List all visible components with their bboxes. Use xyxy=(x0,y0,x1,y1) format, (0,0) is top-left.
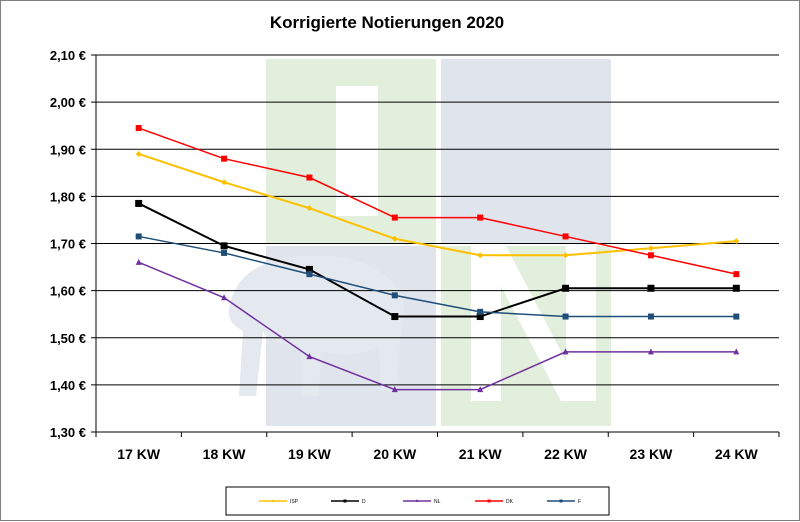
legend-item: ISP xyxy=(259,499,299,505)
legend-marker xyxy=(271,499,275,503)
data-point xyxy=(647,284,655,292)
data-point xyxy=(733,271,740,278)
x-tick-label: 18 KW xyxy=(203,446,247,462)
data-point xyxy=(135,233,142,240)
x-tick-label: 24 KW xyxy=(715,446,759,462)
legend-marker xyxy=(343,499,347,503)
y-tick-label: 1,60 € xyxy=(50,284,86,299)
data-point xyxy=(306,353,313,360)
data-point xyxy=(391,313,399,321)
data-point xyxy=(221,179,228,186)
data-point xyxy=(477,214,484,221)
legend-item: DK xyxy=(475,499,514,505)
x-tick-label: 19 KW xyxy=(288,446,332,462)
y-axis-ticks: 1,30 € 1,40 € 1,50 € 1,60 € 1,70 € 1,80 € 1,90… xyxy=(50,48,96,440)
data-point xyxy=(221,249,228,256)
legend-label: F xyxy=(578,499,581,505)
data-point xyxy=(647,245,654,252)
y-tick-label: 1,70 € xyxy=(50,237,86,252)
series-dk xyxy=(135,125,740,278)
data-point xyxy=(135,150,142,157)
x-tick-label: 23 KW xyxy=(630,446,674,462)
series-line xyxy=(138,261,737,391)
data-point xyxy=(477,252,484,259)
y-tick-label: 1,40 € xyxy=(50,378,86,393)
series-isp xyxy=(135,150,740,259)
data-point xyxy=(135,125,142,132)
data-point xyxy=(391,292,398,299)
data-point xyxy=(305,265,313,273)
series-line xyxy=(138,127,737,275)
legend-item: NL xyxy=(403,499,441,505)
data-point xyxy=(562,233,569,240)
legend-label: DK xyxy=(506,499,514,505)
legend-label: D xyxy=(362,499,366,505)
y-tick-label: 2,10 € xyxy=(50,48,86,63)
y-tick-label: 2,00 € xyxy=(50,95,86,110)
data-point xyxy=(306,271,313,278)
legend-item: F xyxy=(547,499,581,505)
series-line xyxy=(138,153,737,257)
legend-marker xyxy=(487,499,491,503)
y-tick-label: 1,50 € xyxy=(50,331,86,346)
data-point xyxy=(391,214,398,221)
x-tick-label: 20 KW xyxy=(373,446,417,462)
y-tick-label: 1,90 € xyxy=(50,142,86,157)
data-point xyxy=(391,235,398,242)
legend: ISP D NL DK F xyxy=(225,486,610,516)
data-point xyxy=(477,386,484,393)
series-f xyxy=(135,233,740,320)
data-point xyxy=(220,242,228,250)
x-tick-label: 17 KW xyxy=(117,446,161,462)
data-point xyxy=(733,313,740,320)
legend-label: NL xyxy=(434,499,441,505)
data-point xyxy=(221,155,228,162)
y-tick-label: 1,80 € xyxy=(50,189,86,204)
data-point xyxy=(562,284,570,292)
data-point xyxy=(477,308,484,315)
series-group xyxy=(135,125,740,393)
legend-item: D xyxy=(331,499,366,505)
y-tick-label: 1,30 € xyxy=(50,425,86,440)
data-point xyxy=(562,252,569,259)
legend-label: ISP xyxy=(290,499,299,505)
data-point xyxy=(135,199,143,207)
data-point xyxy=(647,252,654,259)
grid-lines xyxy=(96,54,779,386)
data-point xyxy=(562,313,569,320)
data-point xyxy=(733,348,740,355)
data-point xyxy=(647,313,654,320)
data-point xyxy=(135,258,142,265)
series-nl xyxy=(135,258,740,393)
series-line xyxy=(138,235,737,318)
x-axis-ticks: 17 KW 18 KW 19 KW 20 KW 21 KW 22 KW 23 KW 24 KW xyxy=(95,432,780,462)
data-point xyxy=(221,294,228,301)
data-point xyxy=(647,348,654,355)
legend-marker xyxy=(559,499,563,503)
data-point xyxy=(391,386,398,393)
watermark-logo xyxy=(228,59,611,426)
x-tick-label: 22 KW xyxy=(544,446,588,462)
data-point xyxy=(306,174,313,181)
series-line xyxy=(138,202,737,318)
data-point xyxy=(732,284,740,292)
data-point xyxy=(733,238,740,245)
x-tick-label: 21 KW xyxy=(459,446,503,462)
data-point xyxy=(562,348,569,355)
data-point xyxy=(476,313,484,321)
data-point xyxy=(306,205,313,212)
chart-title: Korrigierte Notierungen 2020 xyxy=(270,13,504,32)
series-d xyxy=(135,199,740,321)
legend-marker xyxy=(415,499,419,502)
